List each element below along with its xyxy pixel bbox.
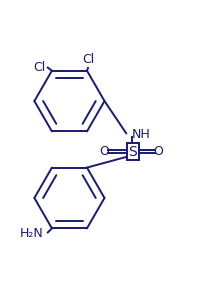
- Text: NH: NH: [131, 128, 150, 141]
- Text: Cl: Cl: [33, 61, 46, 74]
- Text: S: S: [129, 144, 137, 158]
- Text: H₂N: H₂N: [20, 227, 44, 240]
- Text: O: O: [99, 145, 110, 158]
- Text: Cl: Cl: [82, 53, 94, 65]
- Text: O: O: [153, 145, 163, 158]
